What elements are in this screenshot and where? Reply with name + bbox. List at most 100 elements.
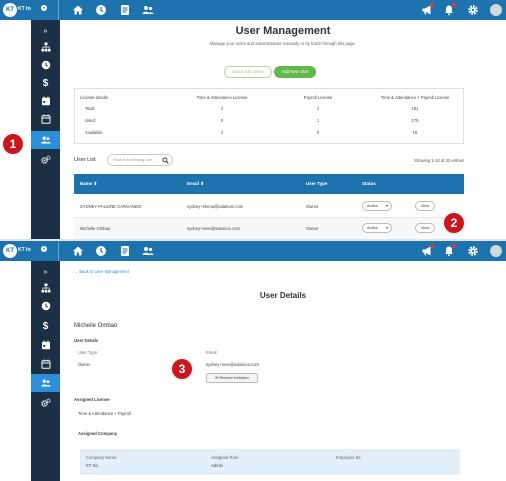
logo-area: KT KT Inc. — [0, 0, 35, 20]
column-name[interactable]: Name ⬍ — [80, 181, 98, 186]
clock-icon[interactable] — [95, 245, 107, 257]
org-chart-icon[interactable] — [31, 38, 60, 56]
users-icon[interactable] — [31, 374, 60, 392]
time-icon[interactable] — [31, 297, 60, 315]
gear-icon[interactable] — [467, 4, 479, 16]
org-chart-icon[interactable] — [31, 279, 60, 297]
back-to-user-management-link[interactable]: ← Back to User Management — [74, 269, 129, 274]
settings-cogs-icon[interactable] — [31, 151, 60, 169]
search-input[interactable]: Search an existing user — [107, 154, 173, 166]
status-select[interactable]: Active ▾ — [362, 201, 392, 211]
company-logo[interactable]: KT — [3, 3, 17, 17]
license-value: 1 — [316, 106, 320, 111]
column-user-type: User Type — [306, 181, 328, 186]
row-user-type: Owner — [306, 226, 319, 231]
schedule-icon[interactable] — [31, 110, 60, 128]
clock-icon[interactable] — [95, 4, 107, 16]
assigned-license-label: Assigned License — [74, 397, 110, 402]
status-value: Active — [367, 225, 378, 230]
calendar-icon[interactable] — [31, 92, 60, 110]
document-icon[interactable] — [119, 245, 131, 257]
org-switch-icon[interactable]: ▾ — [41, 246, 47, 252]
gear-icon[interactable] — [467, 245, 479, 257]
people-icon[interactable] — [142, 4, 154, 16]
license-column-ta: Time & Attendance License — [196, 95, 248, 100]
user-type-value: Owner — [78, 362, 91, 367]
row-user-type: Owner — [306, 204, 319, 209]
column-email[interactable]: Email ⬍ — [187, 181, 205, 186]
employee-id-label: Employee ID: — [336, 455, 362, 460]
expand-sidebar-icon[interactable]: » — [43, 27, 48, 35]
search-icon[interactable] — [162, 157, 169, 164]
status-value: Active — [367, 203, 378, 208]
nav-divider — [58, 0, 59, 20]
sidebar: » $ — [31, 261, 60, 481]
bell-icon[interactable] — [443, 3, 456, 16]
search-placeholder: Search an existing user — [113, 158, 153, 162]
license-details-header: License details — [80, 95, 108, 100]
row-email: sydney+shena@salarium.com — [187, 204, 244, 209]
license-details-panel: License details Time & Attendance Licens… — [74, 88, 464, 144]
user-details-section-label: User Details — [74, 338, 99, 343]
avatar[interactable]: ... — [490, 245, 502, 257]
entries-count: Showing 1-10 of 22 entries — [414, 158, 464, 163]
row-name: Michelle Ombao — [80, 226, 111, 231]
home-icon[interactable] — [72, 4, 84, 16]
org-name[interactable]: KT Inc. — [18, 6, 35, 12]
license-value: 1 — [316, 118, 320, 123]
user-table-header: Name ⬍ Email ⬍ User Type Status — [74, 174, 464, 194]
row-email: sydney+mee@salarium.com — [187, 226, 241, 231]
notification-dot — [430, 3, 434, 7]
page-subtitle: Manage your users and administrators man… — [210, 41, 356, 46]
org-name[interactable]: KT Inc. — [18, 247, 35, 253]
table-row: Michelle Ombao sydney+mee@salarium.com O… — [74, 218, 464, 239]
status-select[interactable]: Active ▾ — [362, 223, 392, 233]
document-icon[interactable] — [119, 4, 131, 16]
logo-area: KT KT Inc. — [0, 241, 35, 261]
resend-invitation-button[interactable]: ✉ Resend Invitation — [206, 373, 258, 383]
license-column-payroll: Payroll License — [303, 95, 333, 100]
assigned-role-label: Assigned Role: — [211, 455, 240, 460]
people-icon[interactable] — [142, 245, 154, 257]
bell-icon[interactable] — [443, 244, 456, 257]
company-logo[interactable]: KT — [3, 244, 17, 258]
view-button[interactable]: View — [415, 201, 435, 211]
user-name: Michelle Ombao — [74, 323, 118, 329]
caret-down-icon: ▾ — [385, 225, 388, 230]
assigned-company-label: Assigned Company — [78, 431, 118, 436]
assigned-role-value: Admin — [211, 463, 223, 468]
left-margin — [0, 0, 31, 239]
home-icon[interactable] — [72, 245, 84, 257]
step-marker-1: 1 — [2, 133, 24, 155]
avatar[interactable]: ... — [490, 4, 502, 16]
payroll-icon[interactable]: $ — [42, 320, 49, 332]
assigned-license-value: Time & Attendance + Payroll — [78, 411, 131, 416]
assigned-company-panel: Company Name: KT Inc. Assigned Role: Adm… — [80, 449, 460, 475]
notification-dot — [452, 3, 456, 7]
company-name-label: Company Name: — [86, 455, 118, 460]
payroll-icon[interactable]: $ — [42, 77, 49, 89]
view-button[interactable]: View — [415, 223, 435, 233]
nav-divider — [58, 241, 59, 261]
megaphone-icon[interactable] — [421, 244, 434, 257]
top-navigation-bar: ▾ ... — [31, 241, 506, 261]
schedule-icon[interactable] — [31, 355, 60, 373]
org-switch-icon[interactable]: ▾ — [41, 5, 47, 11]
expand-sidebar-icon[interactable]: » — [43, 268, 48, 276]
megaphone-icon[interactable] — [421, 3, 434, 16]
batch-add-users-button[interactable]: Batch Add Users — [224, 66, 272, 78]
settings-cogs-icon[interactable] — [31, 394, 60, 412]
add-new-user-button[interactable]: Add New User — [274, 66, 316, 78]
page-title: User Management — [235, 25, 331, 37]
license-column-ta-payroll: Time & Attendance + Payroll License — [380, 95, 450, 100]
license-row-label: Used: — [85, 118, 96, 123]
license-value: 2 — [220, 130, 224, 135]
company-name-value: KT Inc. — [86, 463, 100, 468]
users-icon[interactable] — [31, 131, 60, 149]
license-value: 16 — [412, 130, 418, 135]
license-value: 191 — [411, 106, 419, 111]
time-icon[interactable] — [31, 56, 60, 74]
calendar-icon[interactable] — [31, 336, 60, 354]
left-margin — [0, 241, 31, 481]
step-marker-3: 3 — [171, 358, 193, 380]
